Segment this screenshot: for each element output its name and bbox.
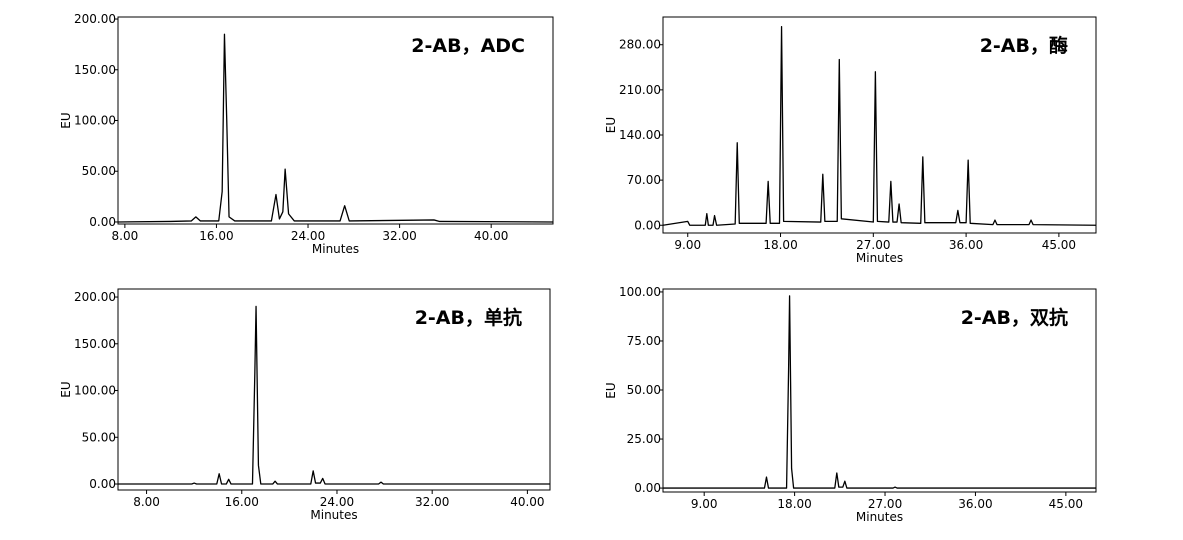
y-tick-label: 0.00 [634, 218, 661, 232]
y-tick-label: 200.00 [74, 12, 116, 26]
x-tick-label: 24.00 [320, 495, 354, 509]
annotation: 2-AB，ADC [411, 35, 525, 57]
y-tick-label: 150.00 [74, 63, 116, 77]
y-tick-label: 140.00 [619, 128, 661, 142]
y-tick-label: 75.00 [627, 334, 661, 348]
y-axis-label: EU [59, 112, 73, 128]
plot-frame [117, 288, 551, 491]
x-tick-label: 32.00 [415, 495, 449, 509]
y-tick-label: 280.00 [619, 38, 661, 52]
x-tick-label: 24.00 [291, 229, 325, 243]
trace [117, 33, 554, 223]
trace [662, 26, 1097, 226]
x-axis-label: Minutes [310, 508, 357, 522]
x-axis-label: Minutes [312, 242, 359, 256]
annotation: 2-AB，双抗 [961, 306, 1068, 329]
y-axis-label: EU [604, 117, 618, 133]
y-tick-label: 50.00 [82, 430, 116, 444]
trace [118, 305, 550, 485]
x-tick-label: 18.00 [763, 238, 797, 252]
x-tick-label: 45.00 [1042, 238, 1076, 252]
x-tick-label: 40.00 [510, 495, 544, 509]
x-tick-label: 8.00 [112, 229, 139, 243]
y-tick-label: 25.00 [627, 432, 661, 446]
y-tick-label: 210.00 [619, 83, 661, 97]
x-tick-label: 40.00 [474, 229, 508, 243]
y-axis-label: EU [59, 381, 73, 397]
x-axis-label: Minutes [856, 510, 903, 524]
x-axis-label: Minutes [856, 251, 903, 265]
x-tick-label: 45.00 [1049, 497, 1083, 511]
x-tick-label: 36.00 [949, 238, 983, 252]
x-tick-label: 32.00 [382, 229, 416, 243]
x-tick-label: 27.00 [868, 497, 902, 511]
x-tick-label: 27.00 [856, 238, 890, 252]
y-tick-label: 50.00 [82, 164, 116, 178]
y-tick-label: 70.00 [627, 173, 661, 187]
x-tick-label: 36.00 [958, 497, 992, 511]
trace [663, 295, 1096, 489]
annotation: 2-AB，单抗 [415, 306, 522, 329]
y-tick-label: 50.00 [627, 383, 661, 397]
y-tick-label: 100.00 [619, 285, 661, 299]
y-tick-label: 0.00 [89, 215, 116, 229]
x-tick-label: 18.00 [777, 497, 811, 511]
y-axis-label: EU [604, 382, 618, 398]
y-tick-label: 200.00 [74, 290, 116, 304]
x-tick-label: 9.00 [674, 238, 701, 252]
plot-frame [662, 16, 1097, 234]
y-tick-label: 0.00 [89, 477, 116, 491]
y-tick-label: 100.00 [74, 114, 116, 128]
x-tick-label: 9.00 [691, 497, 718, 511]
x-tick-label: 16.00 [225, 495, 259, 509]
y-tick-label: 0.00 [634, 481, 661, 495]
x-tick-label: 16.00 [199, 229, 233, 243]
annotation: 2-AB，酶 [980, 34, 1068, 57]
y-tick-label: 100.00 [74, 384, 116, 398]
y-tick-label: 150.00 [74, 337, 116, 351]
x-tick-label: 8.00 [133, 495, 160, 509]
